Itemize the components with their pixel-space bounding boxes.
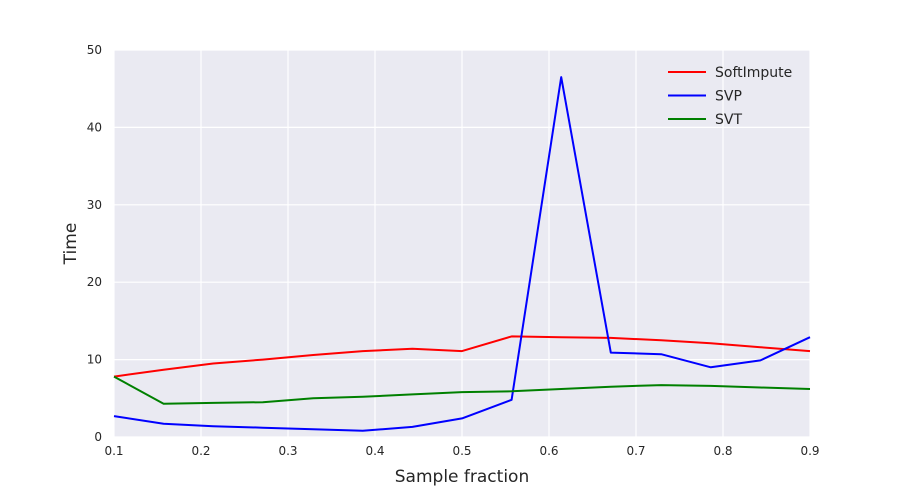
legend-label-softimpute: SoftImpute <box>715 65 792 81</box>
x-tick-label: 0.8 <box>713 444 732 458</box>
x-tick-label: 0.6 <box>539 444 558 458</box>
x-axis-label: Sample fraction <box>395 467 529 487</box>
legend-label-svp: SVP <box>715 89 742 105</box>
x-tick-label: 0.3 <box>278 444 297 458</box>
series-line-svt <box>113 375 811 405</box>
x-tick-label: 0.4 <box>365 444 384 458</box>
x-axis: 0.1 0.2 0.3 0.4 0.5 0.6 0.7 0.8 0.9 <box>104 444 819 458</box>
y-tick-label: 20 <box>87 275 102 289</box>
series-line-svp <box>113 76 811 432</box>
x-tick-label: 0.7 <box>626 444 645 458</box>
series-line-softimpute <box>113 335 811 378</box>
y-tick-label: 50 <box>87 43 102 57</box>
y-tick-label: 0 <box>94 430 102 444</box>
y-axis: 0 10 20 30 40 50 <box>87 43 102 444</box>
legend-label-svt: SVT <box>715 112 742 128</box>
x-tick-label: 0.5 <box>452 444 471 458</box>
x-tick-label: 0.1 <box>104 444 123 458</box>
y-tick-label: 30 <box>87 198 102 212</box>
x-tick-label: 0.2 <box>191 444 210 458</box>
y-axis-label: Time <box>61 223 81 266</box>
legend: SoftImpute SVP SVT <box>668 65 792 128</box>
y-tick-label: 40 <box>87 120 102 134</box>
grid <box>113 49 811 438</box>
series-layer <box>113 76 811 432</box>
x-tick-label: 0.9 <box>800 444 819 458</box>
y-tick-label: 10 <box>87 353 102 367</box>
